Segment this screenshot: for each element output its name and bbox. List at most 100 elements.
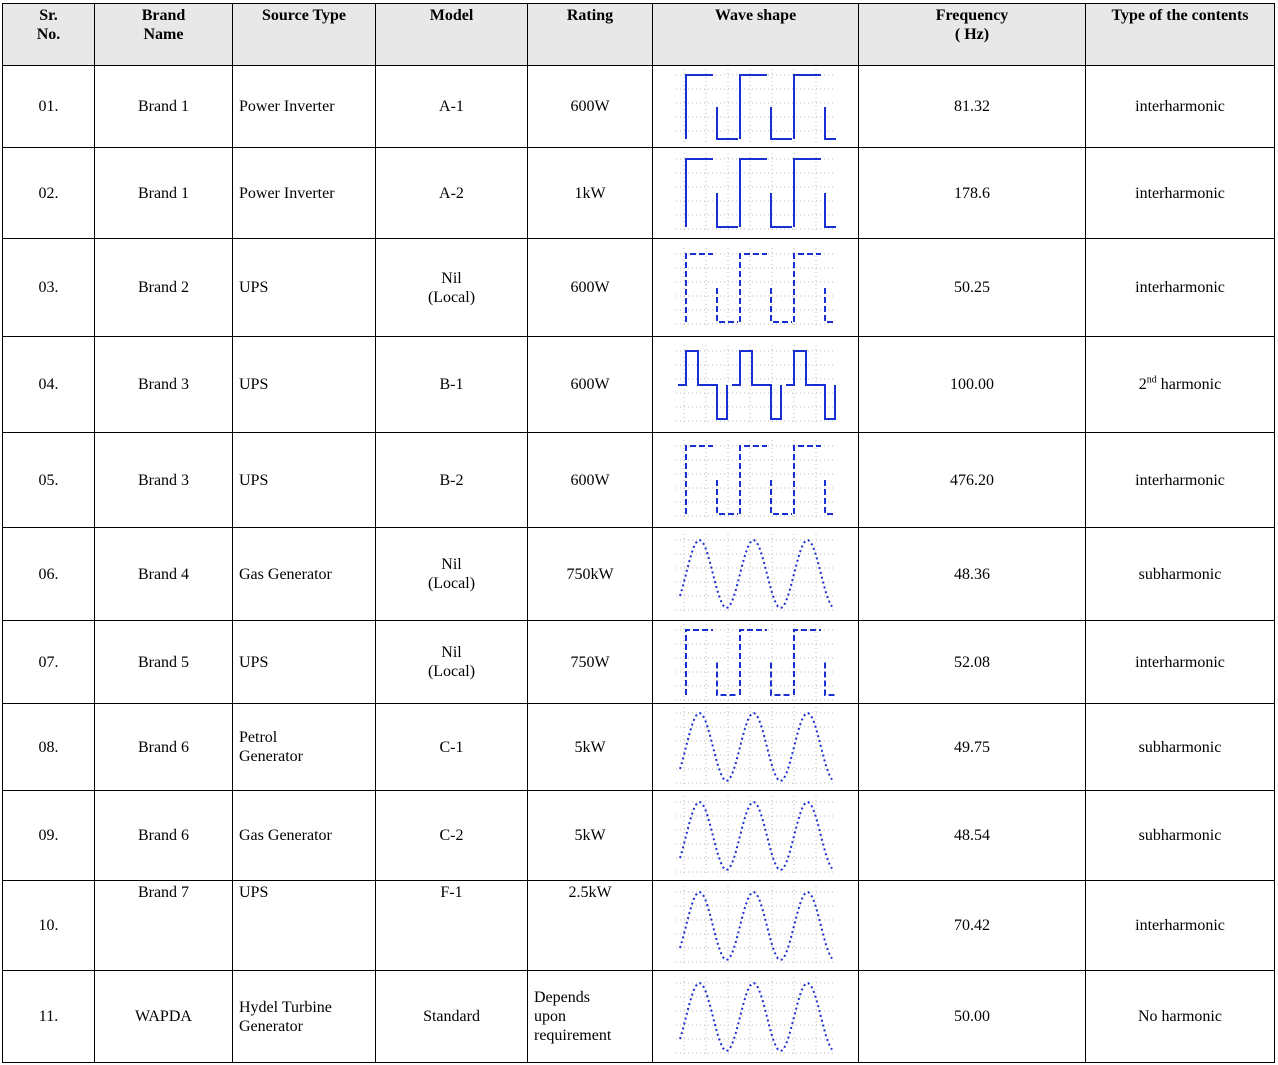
wave-part: [676, 886, 836, 966]
cell-text: Brand 1: [138, 185, 189, 202]
table-cell: Power Inverter: [233, 66, 376, 148]
cell-line: (Local): [382, 662, 521, 681]
cell-text: 01.: [39, 98, 59, 115]
cell-text: 06.: [39, 566, 59, 583]
cell-text: harmonic: [1157, 376, 1221, 393]
table-cell: 81.32: [859, 66, 1086, 148]
table-cell: Brand 6: [95, 704, 233, 791]
cell-text: 05.: [39, 472, 59, 489]
wave-part: [676, 69, 836, 145]
cell-text: WAPDA: [135, 1008, 192, 1025]
cell-text: 04.: [39, 376, 59, 393]
wave-part: [676, 707, 836, 787]
table-cell: Nil(Local): [376, 621, 528, 704]
cell-text: interharmonic: [1135, 917, 1225, 934]
table-cell: No harmonic: [1086, 971, 1275, 1063]
cell-text: 03.: [39, 279, 59, 296]
wave-part: [676, 534, 836, 614]
table-cell: subharmonic: [1086, 791, 1275, 881]
table-cell: 1kW: [528, 148, 653, 239]
table-cell: A-1: [376, 66, 528, 148]
table-cell: 750kW: [528, 528, 653, 621]
cell-text: 178.6: [954, 185, 990, 202]
table-cell: WAPDA: [95, 971, 233, 1063]
cell-text: interharmonic: [1135, 472, 1225, 489]
cell-text: 2.5kW: [568, 884, 611, 901]
table-cell: Brand 1: [95, 66, 233, 148]
table-cell: 750W: [528, 621, 653, 704]
cell-superscript: nd: [1147, 375, 1157, 386]
cell-text: 600W: [570, 279, 609, 296]
cell-text: 10.: [39, 917, 59, 934]
header-cell: Wave shape: [653, 4, 859, 66]
cell-line: Nil: [382, 269, 521, 288]
wave-part: [676, 796, 836, 876]
table-cell: C-2: [376, 791, 528, 881]
header-cell: Frequency( Hz): [859, 4, 1086, 66]
table-cell: Brand 3: [95, 337, 233, 433]
cell-line: Nil: [382, 643, 521, 662]
cell-text: Brand 5: [138, 654, 189, 671]
cell-text: interharmonic: [1135, 654, 1225, 671]
table-cell: 08.: [3, 704, 95, 791]
cell-text: UPS: [239, 279, 268, 296]
table-cell: 2nd harmonic: [1086, 337, 1275, 433]
cell-text: Gas Generator: [239, 566, 332, 583]
header-cell: Model: [376, 4, 528, 66]
header-cell: Sr.No.: [3, 4, 95, 66]
cell-text: 52.08: [954, 654, 990, 671]
cell-text: 49.75: [954, 739, 990, 756]
cell-text: Brand 4: [138, 566, 189, 583]
wave-cell: [653, 66, 859, 148]
cell-text: 5kW: [574, 827, 605, 844]
page: {"table": { "headers": [["Sr.", "No."], …: [0, 0, 1278, 1065]
wave-part: [686, 159, 836, 227]
cell-text: A-2: [439, 185, 464, 202]
cell-line: Depends: [534, 988, 646, 1007]
header-cell: Rating: [528, 4, 653, 66]
table-cell: interharmonic: [1086, 433, 1275, 528]
cell-text: 11.: [39, 1008, 58, 1025]
header-text: Name: [101, 25, 226, 44]
cell-text: 750W: [570, 654, 609, 671]
cell-line: Nil: [382, 555, 521, 574]
table-cell: 52.08: [859, 621, 1086, 704]
header-text: ( Hz): [865, 25, 1079, 44]
cell-text: 476.20: [950, 472, 994, 489]
table-cell: subharmonic: [1086, 704, 1275, 791]
wave-cell: [653, 971, 859, 1063]
cell-text: F-1: [440, 884, 462, 901]
table-cell: Brand 4: [95, 528, 233, 621]
table-cell: 01.: [3, 66, 95, 148]
header-text: Frequency: [865, 6, 1079, 25]
table-cell: interharmonic: [1086, 621, 1275, 704]
wave-part: [676, 624, 836, 701]
table-cell: UPS: [233, 621, 376, 704]
header-text: Sr.: [9, 6, 88, 25]
wave-cell: [653, 148, 859, 239]
wave-part: [686, 75, 836, 139]
wave-part: [676, 248, 836, 328]
cell-text: Brand 2: [138, 279, 189, 296]
table-cell: Brand 6: [95, 791, 233, 881]
header-text: Rating: [534, 6, 646, 25]
table-cell: Gas Generator: [233, 791, 376, 881]
cell-text: C-1: [440, 739, 464, 756]
table-cell: 5kW: [528, 704, 653, 791]
table-cell: 07.: [3, 621, 95, 704]
table-cell: 600W: [528, 239, 653, 337]
table-cell: B-1: [376, 337, 528, 433]
cell-text: UPS: [239, 884, 268, 901]
table-cell: Brand 7: [95, 881, 233, 971]
table-cell: 11.: [3, 971, 95, 1063]
table-cell: 2.5kW: [528, 881, 653, 971]
table-cell: subharmonic: [1086, 528, 1275, 621]
table-cell: 70.42: [859, 881, 1086, 971]
table-cell: 50.25: [859, 239, 1086, 337]
